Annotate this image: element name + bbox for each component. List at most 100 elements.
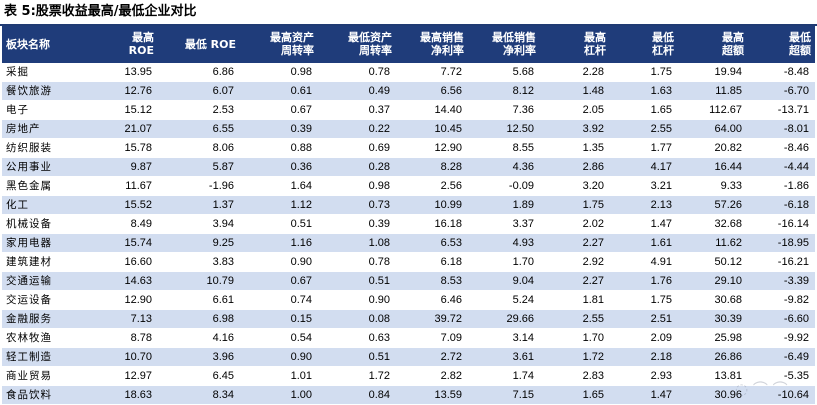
value-cell: -6.49: [748, 347, 815, 367]
value-cell: 0.84: [318, 385, 396, 405]
sector-name-cell: 机械设备: [2, 214, 98, 234]
table-row: 采掘 13.95 6.86 0.98 0.78 7.72 5.68 2.28 1.75 19.94…: [2, 62, 815, 82]
value-cell: 0.78: [318, 62, 396, 82]
value-cell: 4.91: [610, 252, 678, 272]
table-row: 餐饮旅游 12.76 6.07 0.61 0.49 6.56 8.12 1.48 1.63 11.…: [2, 81, 815, 101]
value-cell: 2.82: [396, 366, 468, 386]
value-cell: 0.39: [318, 214, 396, 234]
value-cell: 6.53: [396, 233, 468, 253]
value-cell: 2.13: [610, 195, 678, 215]
value-cell: 0.61: [240, 81, 318, 101]
value-cell: 2.72: [396, 347, 468, 367]
table-row: 机械设备 8.49 3.94 0.51 0.39 16.18 3.37 2.02 1.47 32.…: [2, 214, 815, 234]
value-cell: 0.22: [318, 119, 396, 139]
table-row: 房地产 21.07 6.55 0.39 0.22 10.45 12.50 3.92 2.55 64…: [2, 119, 815, 139]
value-cell: 15.12: [98, 100, 158, 120]
sector-name-cell: 食品饮料: [2, 385, 98, 405]
value-cell: 16.18: [396, 214, 468, 234]
value-cell: 6.46: [396, 290, 468, 310]
value-cell: 64.00: [678, 119, 748, 139]
value-cell: 0.74: [240, 290, 318, 310]
value-cell: 12.97: [98, 366, 158, 386]
value-cell: 0.69: [318, 138, 396, 158]
value-cell: 30.68: [678, 290, 748, 310]
value-cell: 0.51: [240, 214, 318, 234]
value-cell: 7.09: [396, 328, 468, 348]
value-cell: 1.89: [468, 195, 540, 215]
value-cell: 1.37: [158, 195, 240, 215]
value-cell: 6.86: [158, 62, 240, 82]
value-cell: -18.95: [748, 233, 815, 253]
value-cell: -5.35: [748, 366, 815, 386]
table-row: 家用电器 15.74 9.25 1.16 1.08 6.53 4.93 2.27 1.61 11.…: [2, 233, 815, 253]
value-cell: 5.68: [468, 62, 540, 82]
sector-name-cell: 家用电器: [2, 233, 98, 253]
sector-name-cell: 采掘: [2, 62, 98, 82]
sector-name-cell: 房地产: [2, 119, 98, 139]
value-cell: 0.67: [240, 100, 318, 120]
header-row: 板块名称 最高 ROE 最低 ROE 最高资产 周转率 最低资产 周转率 最高销…: [2, 26, 815, 63]
sector-name-cell: 金融服务: [2, 309, 98, 329]
value-cell: 14.63: [98, 271, 158, 291]
header-min-leverage: 最低 杠杆: [610, 26, 678, 63]
table-row: 纺织服装 15.78 8.06 0.88 0.69 12.90 8.55 1.35 1.77 20…: [2, 138, 815, 158]
value-cell: 50.12: [678, 252, 748, 272]
value-cell: 10.70: [98, 347, 158, 367]
value-cell: -10.64: [748, 385, 815, 405]
sector-name-cell: 轻工制造: [2, 347, 98, 367]
value-cell: 2.27: [540, 233, 610, 253]
value-cell: 7.15: [468, 385, 540, 405]
value-cell: 29.66: [468, 309, 540, 329]
value-cell: 0.39: [240, 119, 318, 139]
table-row: 公用事业 9.87 5.87 0.36 0.28 8.28 4.36 2.86 4.17 16.4…: [2, 157, 815, 177]
value-cell: 2.18: [610, 347, 678, 367]
value-cell: 19.94: [678, 62, 748, 82]
value-cell: 1.63: [610, 81, 678, 101]
sector-name-cell: 交通运输: [2, 271, 98, 291]
value-cell: 6.45: [158, 366, 240, 386]
value-cell: 14.40: [396, 100, 468, 120]
header-max-net-margin: 最高销售 净利率: [396, 26, 468, 63]
value-cell: 0.88: [240, 138, 318, 158]
value-cell: 3.83: [158, 252, 240, 272]
value-cell: 0.51: [318, 271, 396, 291]
value-cell: 3.61: [468, 347, 540, 367]
value-cell: 13.59: [396, 385, 468, 405]
value-cell: 11.85: [678, 81, 748, 101]
value-cell: -8.48: [748, 62, 815, 82]
value-cell: 7.36: [468, 100, 540, 120]
header-sector: 板块名称: [2, 26, 98, 63]
value-cell: 1.12: [240, 195, 318, 215]
table-row: 化工 15.52 1.37 1.12 0.73 10.99 1.89 1.75 2.13 57.2…: [2, 195, 815, 215]
value-cell: 57.26: [678, 195, 748, 215]
value-cell: 16.44: [678, 157, 748, 177]
value-cell: 1.16: [240, 233, 318, 253]
table-body: 采掘 13.95 6.86 0.98 0.78 7.72 5.68 2.28 1.75 19.94…: [2, 62, 815, 405]
sector-name-cell: 黑色金属: [2, 176, 98, 196]
value-cell: 18.63: [98, 385, 158, 405]
value-cell: 0.73: [318, 195, 396, 215]
value-cell: -0.09: [468, 176, 540, 196]
value-cell: 6.55: [158, 119, 240, 139]
value-cell: 6.07: [158, 81, 240, 101]
value-cell: 3.20: [540, 176, 610, 196]
value-cell: 0.49: [318, 81, 396, 101]
value-cell: -3.39: [748, 271, 815, 291]
value-cell: 2.05: [540, 100, 610, 120]
table-row: 电子 15.12 2.53 0.67 0.37 14.40 7.36 2.05 1.65 112.…: [2, 100, 815, 120]
value-cell: 1.72: [318, 366, 396, 386]
sector-name-cell: 化工: [2, 195, 98, 215]
value-cell: 0.51: [318, 347, 396, 367]
value-cell: 0.36: [240, 157, 318, 177]
table-row: 轻工制造 10.70 3.96 0.90 0.51 2.72 3.61 1.72 2.18 26.…: [2, 347, 815, 367]
header-min-net-margin: 最低销售 净利率: [468, 26, 540, 63]
value-cell: 29.10: [678, 271, 748, 291]
table-row: 黑色金属 11.67 -1.96 1.64 0.98 2.56 -0.09 3.20 3.21 9…: [2, 176, 815, 196]
value-cell: 9.25: [158, 233, 240, 253]
value-cell: 1.81: [540, 290, 610, 310]
value-cell: 7.13: [98, 309, 158, 329]
value-cell: 9.87: [98, 157, 158, 177]
sector-name-cell: 电子: [2, 100, 98, 120]
sector-name-cell: 交运设备: [2, 290, 98, 310]
value-cell: 0.98: [240, 62, 318, 82]
